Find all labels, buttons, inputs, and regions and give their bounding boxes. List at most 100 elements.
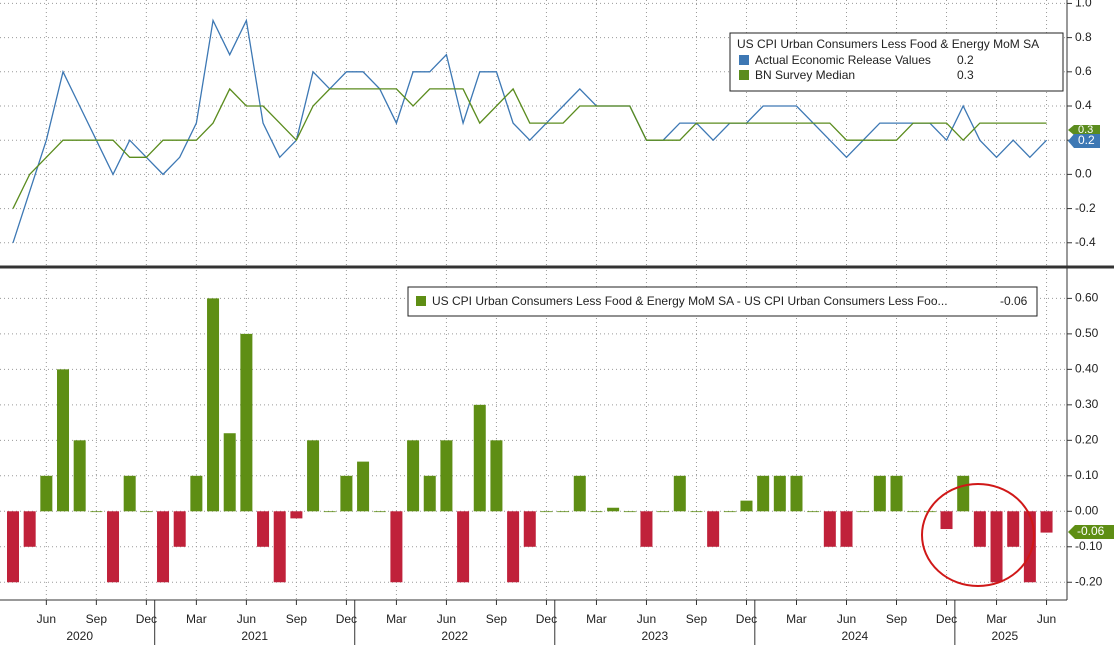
bar [607, 507, 620, 512]
bar [423, 475, 436, 512]
x-tick-label: Mar [586, 612, 607, 626]
x-tick-label: Dec [736, 612, 757, 626]
y-tick-label: 0.40 [1075, 362, 1099, 376]
series-line [12, 87, 1047, 209]
bar [873, 475, 886, 512]
bar [123, 475, 136, 512]
last-value-tag [1068, 525, 1114, 539]
x-tick-label: Sep [686, 612, 708, 626]
bar [907, 511, 920, 513]
year-label: 2022 [441, 629, 468, 643]
y-tick-label: 0.8 [1075, 30, 1092, 44]
bar [1040, 511, 1053, 533]
x-tick-label: Mar [986, 612, 1007, 626]
legend-value: 0.2 [957, 53, 974, 67]
year-label: 2023 [641, 629, 668, 643]
bar [857, 511, 870, 513]
year-label: 2024 [841, 629, 868, 643]
y-tick-label: 1.0 [1075, 0, 1092, 10]
x-tick-label: Mar [786, 612, 807, 626]
series-line [12, 18, 1048, 243]
bar [257, 511, 270, 547]
y-tick-label: 0.50 [1075, 326, 1099, 340]
y-tick-label: -0.4 [1075, 235, 1096, 249]
bar [623, 511, 636, 513]
bar [373, 511, 386, 513]
legend-box [407, 286, 1038, 317]
y-tick-label: 0.30 [1075, 397, 1099, 411]
bar [490, 440, 503, 512]
bar [107, 511, 120, 583]
y-tick-label: 0.20 [1075, 432, 1099, 446]
y-tick-label: 0.4 [1075, 98, 1092, 112]
x-tick-label: Sep [486, 612, 508, 626]
x-tick-label: Dec [536, 612, 557, 626]
bar [457, 511, 470, 583]
bar [90, 511, 103, 513]
bar [223, 433, 236, 512]
bar [1023, 511, 1036, 583]
last-value-tag [1068, 134, 1100, 148]
x-tick-label: Sep [86, 612, 108, 626]
legend-swatch [416, 296, 426, 306]
bar [673, 475, 686, 512]
last-value-label: 0.2 [1078, 133, 1095, 147]
bar [890, 475, 903, 512]
bar [523, 511, 536, 547]
bar [390, 511, 403, 583]
bar [640, 511, 653, 547]
bar [273, 511, 286, 583]
x-tick-label: Sep [286, 612, 308, 626]
bar [573, 475, 586, 512]
legend-value: -0.06 [1000, 294, 1028, 308]
bar [757, 475, 770, 512]
x-tick-label: Dec [936, 612, 957, 626]
x-tick-label: Mar [186, 612, 207, 626]
legend-label: BN Survey Median [755, 68, 855, 82]
last-value-label: 0.3 [1078, 124, 1093, 136]
bar [507, 511, 520, 583]
bar [557, 511, 570, 513]
bar [190, 475, 203, 512]
legend-value: 0.3 [957, 68, 974, 82]
legend-swatch [739, 55, 749, 65]
bar [340, 475, 353, 512]
bar [807, 511, 820, 513]
bar [57, 369, 70, 512]
bar [657, 511, 670, 513]
bar [690, 511, 703, 513]
x-tick-label: Jun [37, 612, 56, 626]
bar [823, 511, 836, 547]
bar [723, 511, 736, 513]
bar [240, 333, 253, 512]
year-label: 2020 [66, 629, 93, 643]
bar [357, 461, 370, 512]
legend-title: US CPI Urban Consumers Less Food & Energ… [737, 37, 1039, 51]
x-tick-label: Jun [637, 612, 656, 626]
x-tick-label: Jun [237, 612, 256, 626]
y-tick-label: 0.00 [1075, 503, 1099, 517]
bar [1007, 511, 1020, 547]
bar [707, 511, 720, 547]
bar [323, 511, 336, 513]
bar [590, 511, 603, 513]
bar [973, 511, 986, 547]
x-tick-label: Sep [886, 612, 908, 626]
bar [40, 475, 53, 512]
bar [940, 511, 953, 530]
bar [157, 511, 170, 583]
bar [740, 500, 753, 512]
bar [173, 511, 186, 547]
bar [923, 511, 936, 513]
highlight-circle [921, 483, 1035, 587]
y-tick-label: 0.10 [1075, 468, 1099, 482]
legend-label: Actual Economic Release Values [755, 53, 931, 67]
bar [7, 511, 19, 583]
last-value-label: -0.06 [1077, 524, 1105, 538]
x-tick-label: Jun [837, 612, 856, 626]
year-label: 2021 [241, 629, 268, 643]
x-tick-label: Jun [437, 612, 456, 626]
